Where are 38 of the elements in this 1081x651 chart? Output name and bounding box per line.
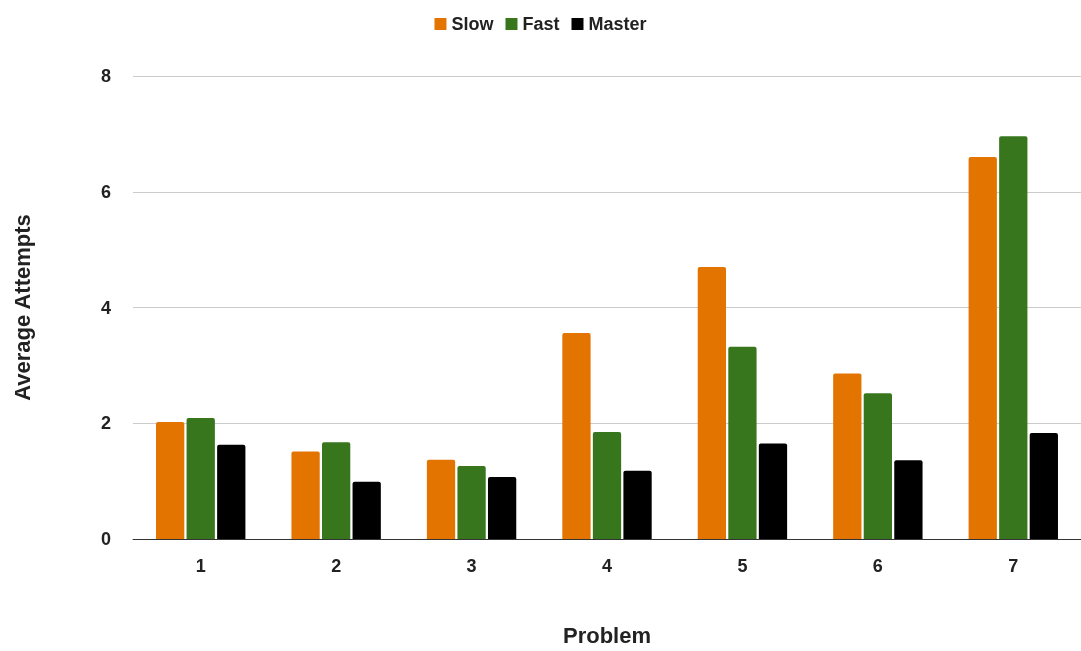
y-tick-label: 4: [100, 297, 111, 318]
x-tick-label: 6: [872, 556, 883, 576]
bar: [758, 443, 788, 539]
x-tick-label: 2: [331, 556, 342, 576]
bar: [728, 346, 757, 539]
bar: [291, 451, 320, 539]
y-axis-title: Average Attempts: [9, 214, 35, 401]
x-tick-label: 7: [1008, 556, 1019, 576]
bar: [999, 136, 1028, 539]
bar: [156, 422, 185, 539]
bar: [426, 459, 456, 539]
bar: [697, 266, 727, 539]
y-tick-label: 8: [100, 66, 111, 86]
bar: [623, 470, 652, 539]
legend-label: Master: [588, 14, 647, 34]
bar: [186, 418, 215, 539]
bar: [457, 466, 486, 539]
bar: [863, 393, 892, 539]
bar: [894, 460, 923, 539]
x-tick-label: 1: [195, 556, 206, 576]
bar: [487, 477, 517, 539]
legend-label: Slow: [451, 14, 495, 34]
x-axis-title: Problem: [562, 622, 652, 648]
bar: [968, 157, 997, 539]
x-tick-label: 5: [737, 556, 748, 576]
bar: [562, 332, 591, 539]
y-tick-label: 6: [100, 181, 111, 202]
x-tick-label: 4: [601, 556, 613, 576]
bar: [322, 442, 351, 539]
legend-label: Fast: [522, 14, 560, 34]
y-tick-label: 0: [100, 529, 111, 549]
x-tick-label: 3: [466, 556, 477, 576]
bar: [833, 373, 862, 539]
bar: [1029, 433, 1058, 539]
bar: [217, 444, 246, 539]
y-tick-label: 2: [100, 413, 111, 434]
bar: [592, 431, 622, 539]
bar: [352, 481, 381, 539]
